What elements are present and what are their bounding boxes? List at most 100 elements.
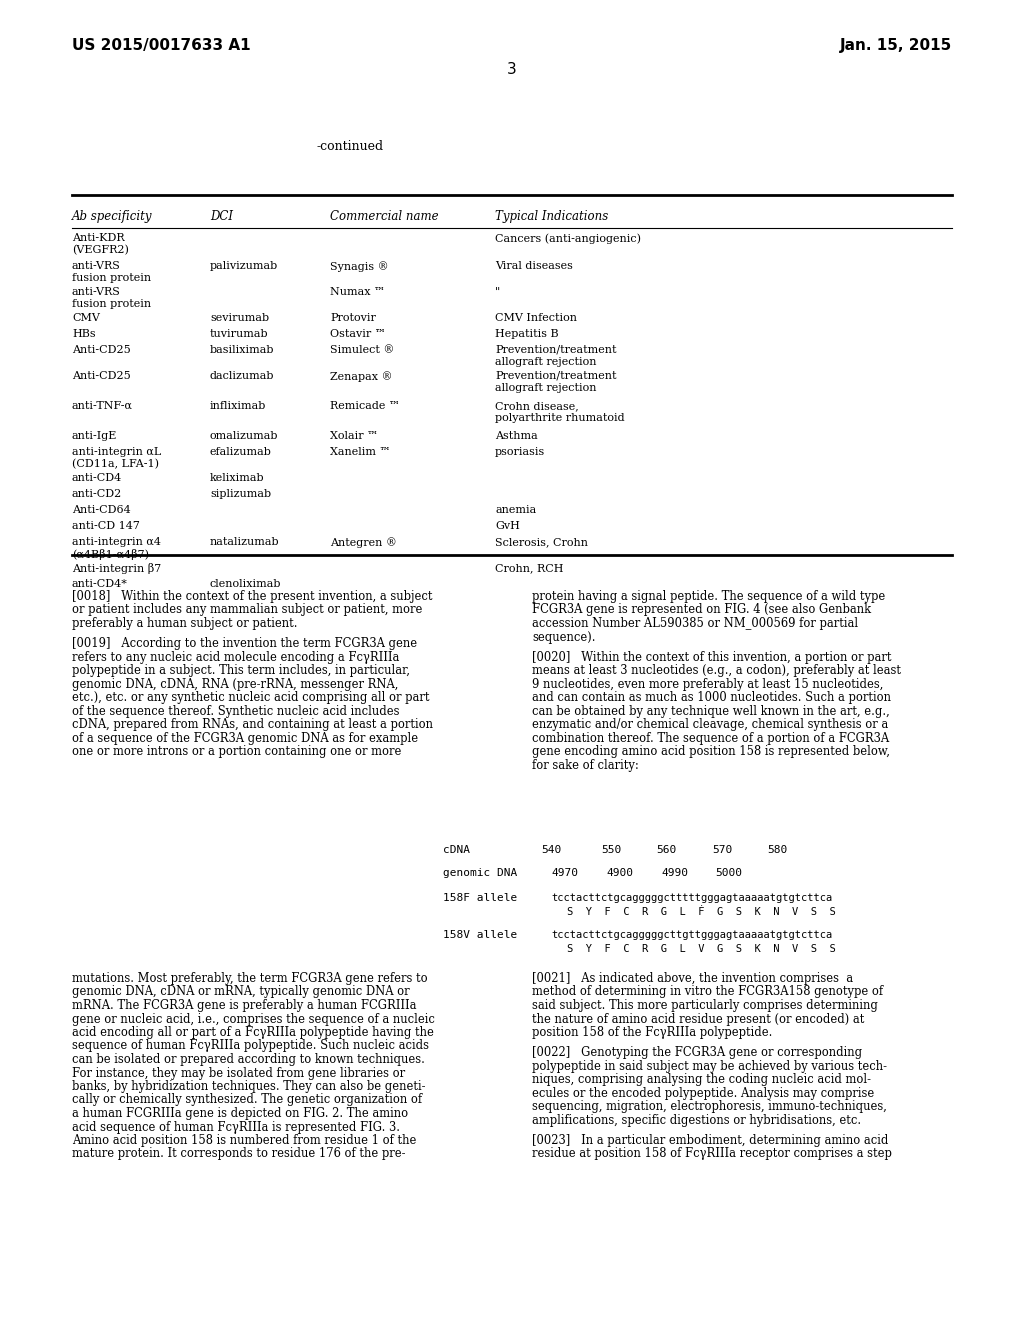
Text: cDNA, prepared from RNAs, and containing at least a portion: cDNA, prepared from RNAs, and containing… [72,718,433,731]
Text: Remicade ™: Remicade ™ [330,401,400,411]
Text: 570: 570 [712,845,732,855]
Text: gene or nucleic acid, i.e., comprises the sequence of a nucleic: gene or nucleic acid, i.e., comprises th… [72,1012,435,1026]
Text: genomic DNA, cDNA, RNA (pre-rRNA, messenger RNA,: genomic DNA, cDNA, RNA (pre-rRNA, messen… [72,677,398,690]
Text: palivizumab: palivizumab [210,261,279,271]
Text: acid encoding all or part of a FcγRIIIa polypeptide having the: acid encoding all or part of a FcγRIIIa … [72,1026,434,1039]
Text: [0019]   According to the invention the term FCGR3A gene: [0019] According to the invention the te… [72,638,417,651]
Text: CMV: CMV [72,313,100,323]
Text: polyarthrite rhumatoid: polyarthrite rhumatoid [495,413,625,422]
Text: tcctacttctgcagggggctttttgggagtaaaaatgtgtcttca: tcctacttctgcagggggctttttgggagtaaaaatgtgt… [551,894,833,903]
Text: daclizumab: daclizumab [210,371,274,381]
Text: psoriasis: psoriasis [495,447,545,457]
Text: genomic DNA: genomic DNA [443,869,517,878]
Text: Prevention/treatment: Prevention/treatment [495,371,616,381]
Text: Anti-integrin β7: Anti-integrin β7 [72,564,161,574]
Text: basiliximab: basiliximab [210,345,274,355]
Text: [0021]   As indicated above, the invention comprises  a: [0021] As indicated above, the invention… [532,972,853,985]
Text: polypeptide in said subject may be achieved by various tech-: polypeptide in said subject may be achie… [532,1060,887,1073]
Text: mature protein. It corresponds to residue 176 of the pre-: mature protein. It corresponds to residu… [72,1147,406,1160]
Text: mRNA. The FCGR3A gene is preferably a human FCGRIIIa: mRNA. The FCGR3A gene is preferably a hu… [72,999,417,1012]
Text: Anti-CD25: Anti-CD25 [72,345,131,355]
Text: anti-TNF-α: anti-TNF-α [72,401,133,411]
Text: US 2015/0017633 A1: US 2015/0017633 A1 [72,38,251,53]
Text: ecules or the encoded polypeptide. Analysis may comprise: ecules or the encoded polypeptide. Analy… [532,1086,874,1100]
Text: gene encoding amino acid position 158 is represented below,: gene encoding amino acid position 158 is… [532,746,890,758]
Text: refers to any nucleic acid molecule encoding a FcγRIIIa: refers to any nucleic acid molecule enco… [72,651,399,664]
Text: and can contain as much as 1000 nucleotides. Such a portion: and can contain as much as 1000 nucleoti… [532,692,891,705]
Text: Cancers (anti-angiogenic): Cancers (anti-angiogenic) [495,234,641,244]
Text: S  Y  F  C  R  G  L  Ḟ  G  S  K  N  V  S  S: S Y F C R G L Ḟ G S K N V S S [567,907,836,917]
Text: genomic DNA, cDNA or mRNA, typically genomic DNA or: genomic DNA, cDNA or mRNA, typically gen… [72,986,410,998]
Text: can be isolated or prepared according to known techniques.: can be isolated or prepared according to… [72,1053,425,1067]
Text: (α4Bβ1-α4β7): (α4Bβ1-α4β7) [72,549,150,560]
Text: Protovir: Protovir [330,313,376,323]
Text: for sake of clarity:: for sake of clarity: [532,759,639,772]
Text: anti-IgE: anti-IgE [72,432,118,441]
Text: 550: 550 [601,845,622,855]
Text: GvH: GvH [495,521,520,531]
Text: anti-CD 147: anti-CD 147 [72,521,140,531]
Text: HBs: HBs [72,329,95,339]
Text: Zenapax ®: Zenapax ® [330,371,392,381]
Text: sequence).: sequence). [532,631,596,644]
Text: 5000: 5000 [715,869,742,878]
Text: Crohn, RCH: Crohn, RCH [495,564,563,573]
Text: enzymatic and/or chemical cleavage, chemical synthesis or a: enzymatic and/or chemical cleavage, chem… [532,718,888,731]
Text: anti-integrin α4: anti-integrin α4 [72,537,161,546]
Text: of the sequence thereof. Synthetic nucleic acid includes: of the sequence thereof. Synthetic nucle… [72,705,399,718]
Text: 158F allele: 158F allele [443,894,517,903]
Text: clenoliximab: clenoliximab [210,579,282,589]
Text: [0022]   Genotyping the FCGR3A gene or corresponding: [0022] Genotyping the FCGR3A gene or cor… [532,1047,862,1059]
Text: anemia: anemia [495,506,537,515]
Text: Hepatitis B: Hepatitis B [495,329,559,339]
Text: Xolair ™: Xolair ™ [330,432,378,441]
Text: Typical Indications: Typical Indications [495,210,608,223]
Text: Antegren ®: Antegren ® [330,537,397,548]
Text: anti-CD4: anti-CD4 [72,473,122,483]
Text: FCGR3A gene is represented on FIG. 4 (see also Genbank: FCGR3A gene is represented on FIG. 4 (se… [532,603,871,616]
Text: etc.), etc. or any synthetic nucleic acid comprising all or part: etc.), etc. or any synthetic nucleic aci… [72,692,429,705]
Text: acid sequence of human FcγRIIIa is represented FIG. 3.: acid sequence of human FcγRIIIa is repre… [72,1121,400,1134]
Text: fusion protein: fusion protein [72,273,152,282]
Text: amplifications, specific digestions or hybridisations, etc.: amplifications, specific digestions or h… [532,1114,861,1127]
Text: polypeptide in a subject. This term includes, in particular,: polypeptide in a subject. This term incl… [72,664,410,677]
Text: allograft rejection: allograft rejection [495,356,597,367]
Text: Asthma: Asthma [495,432,538,441]
Text: anti-integrin αL: anti-integrin αL [72,447,161,457]
Text: Viral diseases: Viral diseases [495,261,572,271]
Text: Ab specificity: Ab specificity [72,210,153,223]
Text: 4970: 4970 [551,869,578,878]
Text: sevirumab: sevirumab [210,313,269,323]
Text: sequence of human FcγRIIIa polypeptide. Such nucleic acids: sequence of human FcγRIIIa polypeptide. … [72,1040,429,1052]
Text: Amino acid position 158 is numbered from residue 1 of the: Amino acid position 158 is numbered from… [72,1134,417,1147]
Text: Anti-CD64: Anti-CD64 [72,506,131,515]
Text: [0020]   Within the context of this invention, a portion or part: [0020] Within the context of this invent… [532,651,892,664]
Text: 4990: 4990 [662,869,688,878]
Text: or patient includes any mammalian subject or patient, more: or patient includes any mammalian subjec… [72,603,422,616]
Text: tcctacttctgcagggggcttgttgggagtaaaaatgtgtcttca: tcctacttctgcagggggcttgttgggagtaaaaatgtgt… [551,931,833,940]
Text: infliximab: infliximab [210,401,266,411]
Text: Crohn disease,: Crohn disease, [495,401,579,411]
Text: the nature of amino acid residue present (or encoded) at: the nature of amino acid residue present… [532,1012,864,1026]
Text: Commercial name: Commercial name [330,210,438,223]
Text: 540: 540 [541,845,561,855]
Text: a human FCGRIIIa gene is depicted on FIG. 2. The amino: a human FCGRIIIa gene is depicted on FIG… [72,1107,409,1119]
Text: efalizumab: efalizumab [210,447,272,457]
Text: mutations. Most preferably, the term FCGR3A gene refers to: mutations. Most preferably, the term FCG… [72,972,428,985]
Text: natalizumab: natalizumab [210,537,280,546]
Text: 3: 3 [507,62,517,77]
Text: tuvirumab: tuvirumab [210,329,268,339]
Text: niques, comprising analysing the coding nucleic acid mol-: niques, comprising analysing the coding … [532,1073,871,1086]
Text: Ostavir ™: Ostavir ™ [330,329,386,339]
Text: [0018]   Within the context of the present invention, a subject: [0018] Within the context of the present… [72,590,432,603]
Text: 158V allele: 158V allele [443,931,517,940]
Text: 9 nucleotides, even more preferably at least 15 nucleotides,: 9 nucleotides, even more preferably at l… [532,677,884,690]
Text: method of determining in vitro the FCGR3A158 genotype of: method of determining in vitro the FCGR3… [532,986,883,998]
Text: 560: 560 [656,845,676,855]
Text: means at least 3 nucleotides (e.g., a codon), preferably at least: means at least 3 nucleotides (e.g., a co… [532,664,901,677]
Text: of a sequence of the FCGR3A genomic DNA as for example: of a sequence of the FCGR3A genomic DNA … [72,731,418,744]
Text: 580: 580 [767,845,787,855]
Text: For instance, they may be isolated from gene libraries or: For instance, they may be isolated from … [72,1067,406,1080]
Text: Prevention/treatment: Prevention/treatment [495,345,616,355]
Text: sequencing, migration, electrophoresis, immuno-techniques,: sequencing, migration, electrophoresis, … [532,1101,887,1113]
